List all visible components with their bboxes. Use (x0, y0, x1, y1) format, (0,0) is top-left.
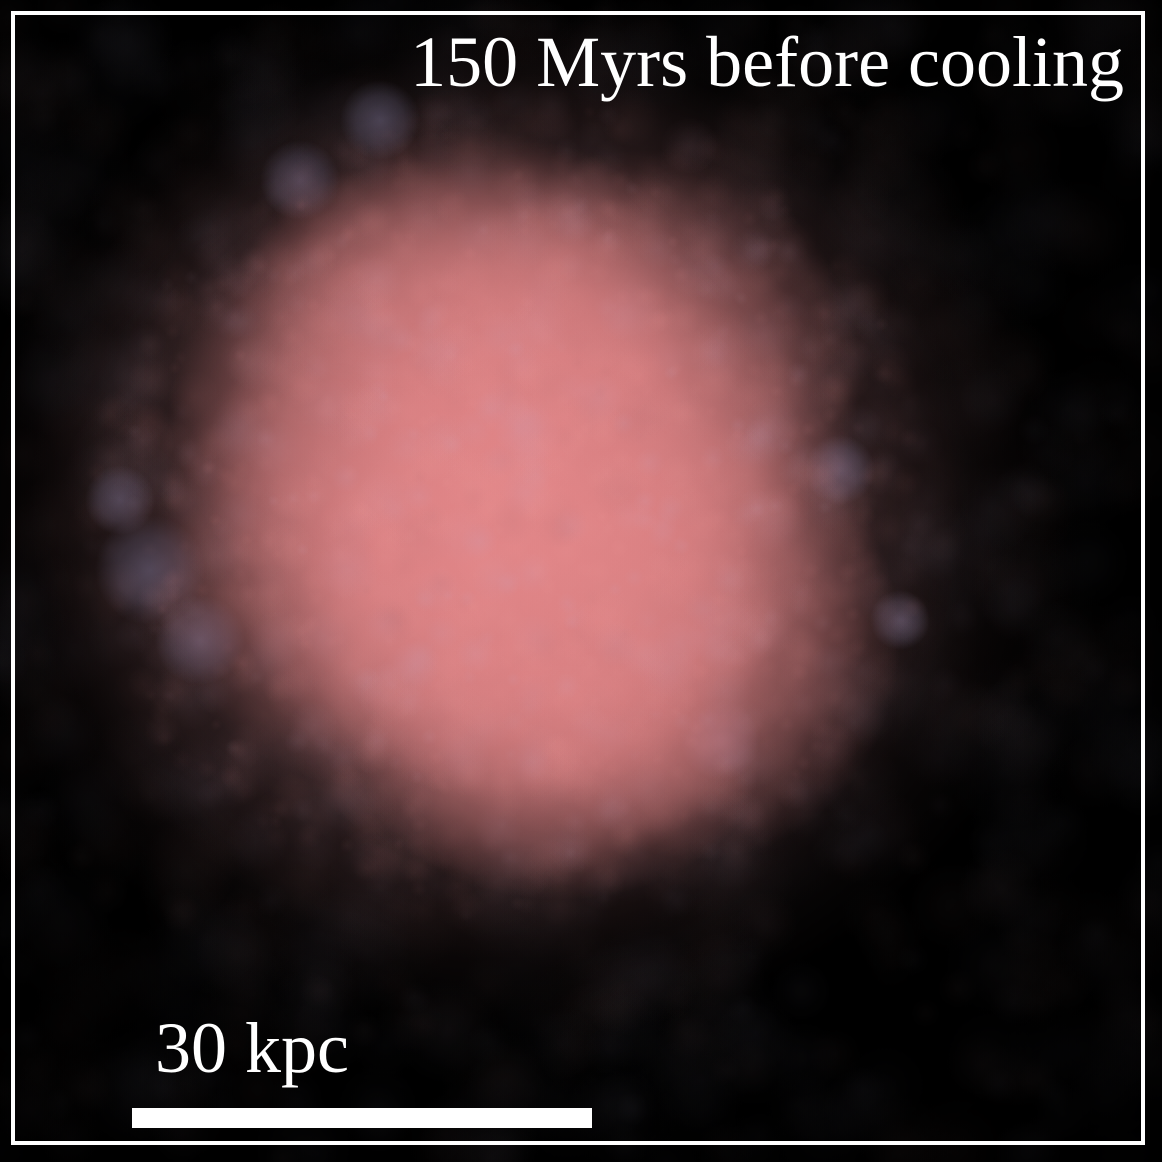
scale-bar (132, 1108, 592, 1128)
scale-bar-label: 30 kpc (155, 1008, 349, 1088)
time-caption: 150 Myrs before cooling (410, 22, 1124, 102)
